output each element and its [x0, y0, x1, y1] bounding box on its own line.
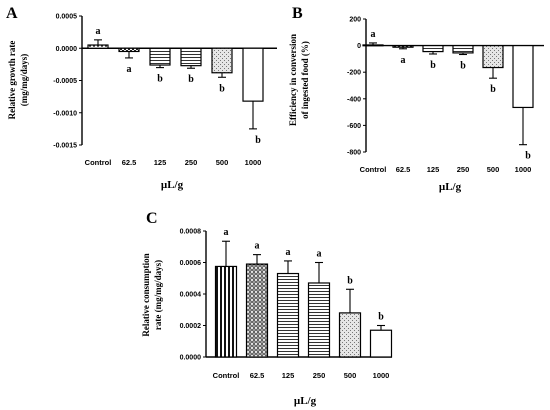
chart-panel-b: B Efficiency in conversion of ingested f… — [288, 5, 544, 193]
bar-62.5 — [245, 263, 269, 358]
y-axis-label-line-2: of ingested food (%) — [300, 41, 310, 119]
category-label: Control — [85, 158, 112, 167]
bar-1000 — [512, 44, 534, 109]
y-tick-label: -600 — [347, 123, 361, 130]
category-label: 125 — [154, 158, 167, 167]
significance-letter: b — [378, 312, 384, 323]
bar-1000 — [242, 47, 264, 102]
panel-label: B — [292, 5, 303, 22]
significance-letter: a — [317, 249, 322, 260]
category-label: 250 — [185, 158, 198, 167]
significance-letter: b — [430, 60, 436, 71]
y-tick-label: 0.0000 — [180, 355, 202, 362]
category-label: 500 — [216, 158, 229, 167]
category-label: 1000 — [373, 371, 390, 380]
significance-letter: a — [224, 227, 229, 238]
chart-panel-a: A Relative growth rate (mg/mg/days) µL/g… — [6, 5, 277, 191]
y-axis-label-line-1: Relative consumption — [141, 253, 151, 336]
bar-250 — [452, 44, 474, 54]
chart-panel-c: C Relative consumption rate (mg/mg/days)… — [141, 210, 393, 407]
bar-62.5 — [392, 44, 414, 48]
y-axis-label-line-1: Relative growth rate — [7, 41, 17, 120]
x-axis-label: µL/g — [439, 181, 462, 193]
category-label: 62.5 — [396, 165, 411, 174]
significance-letter: a — [286, 247, 291, 258]
y-tick-label: -400 — [347, 96, 361, 103]
y-tick-label: 0.0006 — [180, 260, 202, 267]
category-label: 125 — [282, 371, 295, 380]
bar-62.5 — [118, 47, 140, 53]
x-axis-label: µL/g — [294, 395, 317, 407]
significance-letter: a — [401, 55, 406, 66]
significance-letter: b — [460, 61, 466, 72]
significance-letter: b — [219, 83, 225, 94]
category-label: Control — [360, 165, 387, 174]
significance-letter: b — [188, 74, 194, 85]
significance-letter: b — [255, 135, 261, 146]
category-label: 125 — [427, 165, 440, 174]
category-label: 1000 — [245, 158, 262, 167]
bar-500 — [482, 44, 504, 69]
x-axis-label: µL/g — [161, 179, 184, 191]
significance-letter: b — [347, 275, 353, 286]
y-tick-label: -0.0010 — [53, 110, 77, 117]
bar-125 — [149, 47, 171, 66]
y-axis-label-line-2: (mg/mg/days) — [19, 54, 29, 107]
panel-label: C — [146, 210, 158, 227]
significance-letter: b — [525, 151, 531, 162]
bar-250 — [180, 47, 202, 67]
significance-letter: a — [127, 64, 132, 75]
bar-500 — [338, 312, 362, 358]
category-label: 250 — [457, 165, 470, 174]
y-tick-label: -0.0015 — [53, 143, 77, 150]
bar-Control — [87, 44, 109, 49]
category-label: 62.5 — [122, 158, 137, 167]
bar-125 — [422, 44, 444, 53]
y-tick-label: -0.0005 — [53, 78, 77, 85]
category-label: Control — [213, 371, 240, 380]
y-tick-label: 0.0002 — [180, 323, 202, 330]
category-label: 250 — [313, 371, 326, 380]
y-tick-label: 0 — [357, 43, 361, 50]
category-label: 500 — [344, 371, 357, 380]
y-axis-label-line-1: Efficiency in conversion — [288, 34, 298, 126]
significance-letter: a — [255, 241, 260, 252]
y-tick-label: 0.0008 — [180, 229, 202, 236]
y-tick-label: 0.0004 — [180, 292, 202, 299]
bar-250 — [307, 282, 331, 358]
y-tick-label: -200 — [347, 70, 361, 77]
significance-letter: b — [157, 74, 163, 85]
y-tick-label: 0.0000 — [56, 46, 78, 53]
category-label: 500 — [487, 165, 500, 174]
category-label: 1000 — [515, 165, 532, 174]
significance-letter: a — [371, 29, 376, 40]
significance-letter: b — [490, 84, 496, 95]
category-label: 62.5 — [250, 371, 265, 380]
bar-125 — [276, 272, 300, 358]
y-axis-label-line-2: rate (mg/mg/days) — [153, 260, 163, 330]
bar-Control — [214, 265, 238, 358]
panel-label: A — [6, 5, 18, 22]
y-tick-label: -800 — [347, 150, 361, 157]
bar-Control — [362, 44, 384, 47]
y-tick-label: 0.0005 — [56, 14, 78, 21]
y-tick-label: 200 — [349, 17, 361, 24]
bar-500 — [211, 47, 233, 74]
significance-letter: a — [96, 26, 101, 37]
bar-1000 — [369, 329, 393, 358]
